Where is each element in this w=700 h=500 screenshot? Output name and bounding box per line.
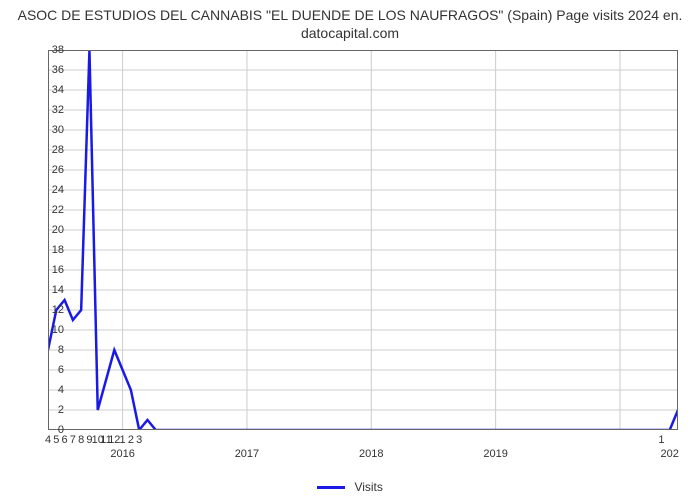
y-tick-label: 14 <box>24 284 64 296</box>
y-tick-label: 24 <box>24 184 64 196</box>
y-tick-label: 30 <box>24 124 64 136</box>
x-tick-major-label: 2017 <box>227 448 267 460</box>
title-line-2: datocapital.com <box>301 25 399 41</box>
y-tick-label: 28 <box>24 144 64 156</box>
visits-chart: ASOC DE ESTUDIOS DEL CANNABIS "EL DUENDE… <box>0 0 700 500</box>
legend-label: Visits <box>354 480 382 494</box>
plot-border <box>48 50 678 430</box>
x-tick-major-label: 2019 <box>476 448 516 460</box>
legend-swatch <box>317 486 345 489</box>
y-tick-label: 38 <box>24 44 64 56</box>
y-tick-label: 18 <box>24 244 64 256</box>
chart-title: ASOC DE ESTUDIOS DEL CANNABIS "EL DUENDE… <box>0 0 700 42</box>
plot-area <box>48 50 678 430</box>
y-tick-label: 26 <box>24 164 64 176</box>
y-tick-label: 16 <box>24 264 64 276</box>
x-tick-minor-label: 1 <box>641 434 681 446</box>
y-tick-label: 6 <box>24 364 64 376</box>
y-tick-label: 12 <box>24 304 64 316</box>
y-tick-label: 2 <box>24 404 64 416</box>
y-tick-label: 4 <box>24 384 64 396</box>
x-tick-major-label: 202 <box>650 448 690 460</box>
title-line-1: ASOC DE ESTUDIOS DEL CANNABIS "EL DUENDE… <box>18 7 683 23</box>
y-tick-label: 10 <box>24 324 64 336</box>
y-tick-label: 22 <box>24 204 64 216</box>
y-tick-label: 20 <box>24 224 64 236</box>
x-tick-major-label: 2018 <box>351 448 391 460</box>
legend: Visits <box>0 480 700 494</box>
y-tick-label: 36 <box>24 64 64 76</box>
y-tick-label: 8 <box>24 344 64 356</box>
y-tick-label: 34 <box>24 84 64 96</box>
y-tick-label: 32 <box>24 104 64 116</box>
x-tick-major-label: 2016 <box>103 448 143 460</box>
x-tick-minor-label: 3 <box>119 434 159 446</box>
